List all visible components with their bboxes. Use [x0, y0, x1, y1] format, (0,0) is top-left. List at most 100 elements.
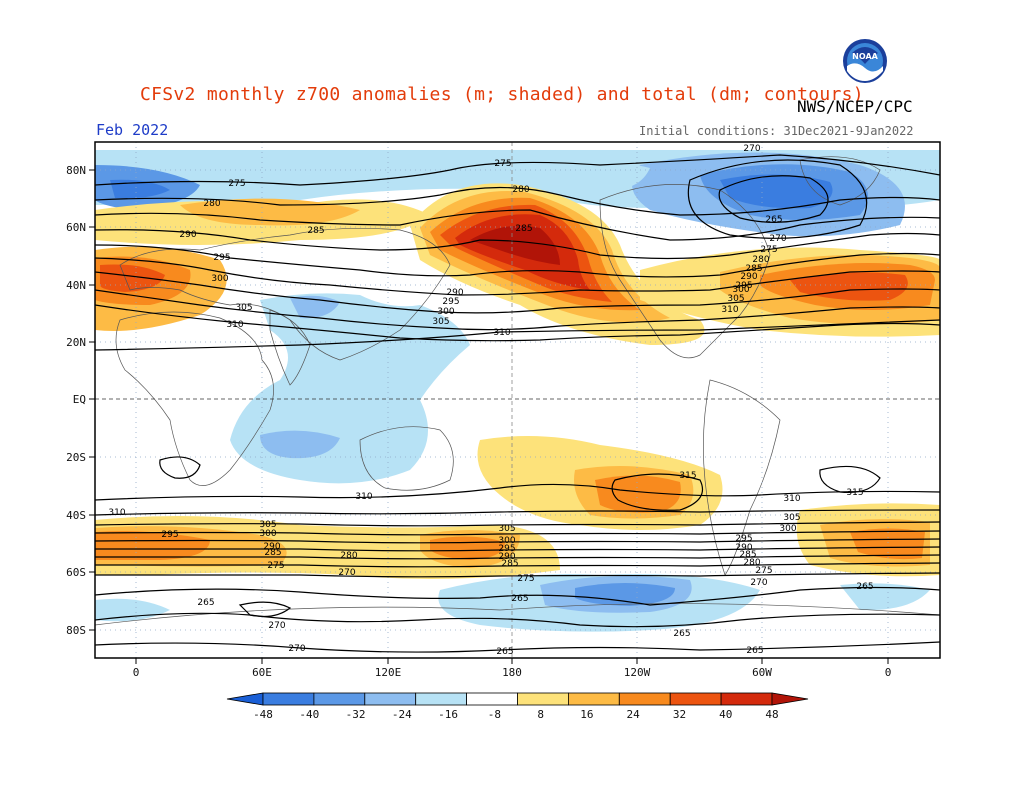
colorbar-tick-label: -16	[438, 708, 458, 721]
contour-label: 305	[783, 513, 800, 523]
contour-label: 295	[498, 544, 515, 554]
contour-label: 265	[856, 582, 873, 592]
colorbar-segment	[720, 692, 773, 706]
colorbar-tick-label: 40	[719, 708, 732, 721]
contour-label: 265	[765, 215, 782, 225]
contour-label: 295	[442, 297, 459, 307]
longitude-labels: 0 60E 120E 180 120W 60W 0	[133, 666, 892, 679]
contour-label: 290	[498, 552, 515, 562]
contour-label: 305	[498, 524, 515, 534]
contour-label: 275	[755, 566, 772, 576]
axis-ticks	[89, 169, 889, 664]
colorbar-segment	[568, 692, 620, 706]
contour-label: 270	[288, 644, 305, 654]
contour-label: 290	[179, 230, 196, 240]
gridlines	[95, 142, 940, 658]
lat-label: 80N	[66, 164, 86, 177]
contour-label: 300	[211, 274, 228, 284]
contour-labels-south-right: 315 310 305 300 295 290 285 280 275 270 …	[679, 471, 873, 592]
lon-label: 60W	[752, 666, 772, 679]
contour-label: 265	[496, 647, 513, 657]
colorbar-tick-label: -32	[346, 708, 366, 721]
contour-label: 310	[493, 328, 510, 338]
contour-label: 275	[517, 574, 534, 584]
lat-label: 20S	[66, 451, 86, 464]
contour-labels-south-left: 310 305 300 295 290 285 275 270	[108, 508, 355, 578]
contour-label: 275	[267, 561, 284, 571]
contour-label: 285	[264, 548, 281, 558]
lon-label: 120E	[375, 666, 402, 679]
contour-label: 285	[307, 226, 324, 236]
lat-label: 20N	[66, 336, 86, 349]
colorbar-segment	[226, 692, 264, 706]
contour-label: 275	[228, 179, 245, 189]
contour-label: 285	[515, 224, 532, 234]
contour-label: 265	[197, 598, 214, 608]
colorbar-segment	[364, 692, 417, 706]
lon-label: 60E	[252, 666, 272, 679]
contour-label: 310	[226, 320, 243, 330]
contour-labels: 275 280 285 290 295 300 305 310 275 280 …	[108, 144, 873, 657]
contour-label: 295	[735, 281, 752, 291]
initial-conditions: Initial conditions: 31Dec2021-9Jan2022	[639, 124, 914, 138]
contour-label: 280	[752, 255, 769, 265]
contour-label: 270	[769, 234, 786, 244]
colorbar-tick-label: 32	[673, 708, 686, 721]
colorbar-segment	[466, 692, 518, 706]
colorbar-tick-label: 24	[627, 708, 641, 721]
contour-label: 300	[732, 285, 749, 295]
lon-label: 0	[885, 666, 892, 679]
contour-label: 310	[721, 305, 738, 315]
contour-labels-polar: 265 270 270 265 265	[197, 598, 763, 656]
contour-label: 270	[268, 621, 285, 631]
contour-label: 305	[432, 317, 449, 327]
contour-label: 310	[355, 492, 372, 502]
height-contours	[95, 154, 940, 653]
colorbar-tick-label: -48	[253, 708, 273, 721]
contour-label: 315	[679, 471, 696, 481]
contour-label: 310	[108, 508, 125, 518]
colorbar-segment	[415, 692, 468, 706]
contour-label: 290	[263, 542, 280, 552]
contour-label: 295	[735, 534, 752, 544]
lat-label: 40S	[66, 509, 86, 522]
colorbar-tick-label: 8	[537, 708, 544, 721]
latitude-labels: 80N 60N 40N 20N EQ 20S 40S 60S 80S	[66, 164, 86, 637]
contour-label: 290	[446, 288, 463, 298]
contour-label: 280	[340, 551, 357, 561]
contour-label: 295	[213, 253, 230, 263]
contour-label: 280	[512, 185, 529, 195]
noaa-logo-text: NOAA	[852, 52, 878, 61]
map-frame	[94, 141, 941, 659]
colorbar-segment	[313, 692, 366, 706]
contour-label: 275	[760, 245, 777, 255]
contour-label: 280	[743, 558, 760, 568]
contour-label: 305	[235, 303, 252, 313]
contour-label: 300	[437, 307, 454, 317]
contour-label: 310	[783, 494, 800, 504]
lon-label: 120W	[624, 666, 651, 679]
contour-labels-north-right: 270 265 270 275 280 285 290 295 300 305 …	[721, 144, 786, 315]
contour-label: 285	[501, 559, 518, 569]
contour-labels-north-center: 275 280 285 290 295 300 305 310	[432, 159, 532, 338]
contour-label: 265	[511, 594, 528, 604]
contour-label: 285	[745, 264, 762, 274]
contour-label: 280	[203, 199, 220, 209]
contour-label: 270	[743, 144, 760, 154]
contour-label: 275	[494, 159, 511, 169]
contour-label: 270	[338, 568, 355, 578]
contour-label: 315	[846, 488, 863, 498]
colorbar-segment	[517, 692, 569, 706]
colorbar-tick-label: -40	[299, 708, 319, 721]
contour-labels-north-left: 275 280 285 290 295 300 305 310	[179, 179, 324, 330]
contour-label: 295	[161, 530, 178, 540]
contour-labels-south-center: 310 305 300 295 290 285 280 275 265 265	[340, 492, 534, 657]
colorbar-segment	[771, 692, 809, 706]
contour-label: 265	[673, 629, 690, 639]
colorbar-segment	[669, 692, 722, 706]
lat-label: 40N	[66, 279, 86, 292]
contour-label: 290	[735, 543, 752, 553]
colorbar-tick-label: 48	[765, 708, 778, 721]
contour-label: 285	[739, 550, 756, 560]
